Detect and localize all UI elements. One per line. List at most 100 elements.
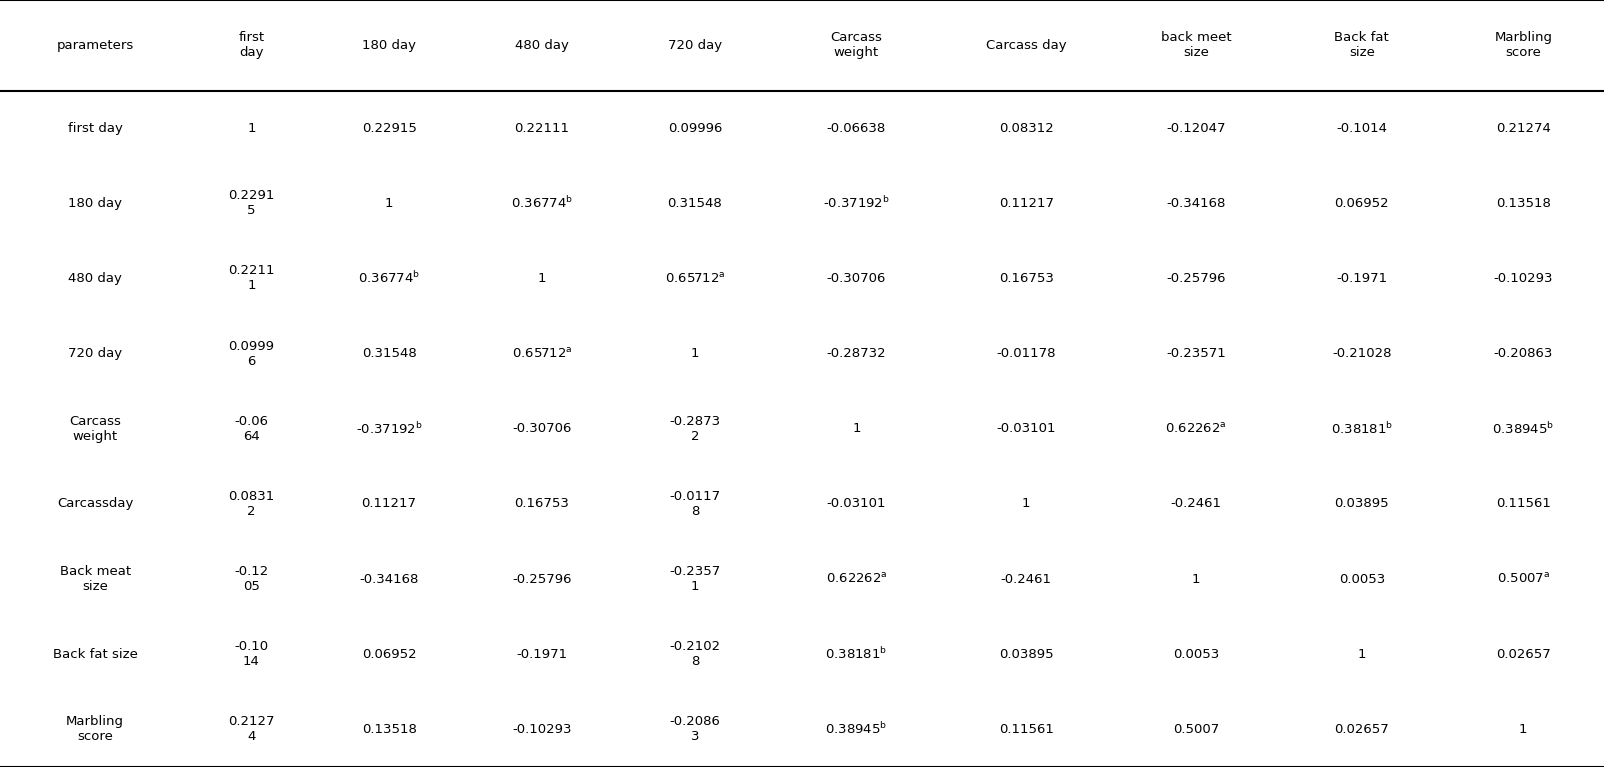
Text: first day: first day — [67, 122, 122, 134]
Text: 0.62262$^{\mathrm{a}}$: 0.62262$^{\mathrm{a}}$ — [1166, 422, 1227, 436]
Text: 0.2211
1: 0.2211 1 — [228, 265, 274, 292]
Text: -0.03101: -0.03101 — [996, 423, 1055, 435]
Text: 1: 1 — [537, 272, 547, 285]
Text: 0.31548: 0.31548 — [363, 347, 417, 360]
Text: -0.28732: -0.28732 — [826, 347, 885, 360]
Text: -0.2357
1: -0.2357 1 — [669, 565, 720, 593]
Text: Carcass day: Carcass day — [986, 39, 1067, 51]
Text: parameters: parameters — [56, 39, 133, 51]
Text: 0.02657: 0.02657 — [1497, 648, 1551, 660]
Text: 0.36774$^{\mathrm{b}}$: 0.36774$^{\mathrm{b}}$ — [358, 271, 420, 286]
Text: -0.1971: -0.1971 — [516, 648, 568, 660]
Text: Carcass
weight: Carcass weight — [69, 415, 120, 443]
Text: 1: 1 — [1519, 723, 1527, 736]
Text: 480 day: 480 day — [69, 272, 122, 285]
Text: 0.38945$^{\mathrm{b}}$: 0.38945$^{\mathrm{b}}$ — [824, 722, 887, 737]
Text: 0.11217: 0.11217 — [999, 197, 1054, 209]
Text: 0.38945$^{\mathrm{b}}$: 0.38945$^{\mathrm{b}}$ — [1492, 421, 1554, 436]
Text: 0.16753: 0.16753 — [999, 272, 1054, 285]
Text: 0.5007: 0.5007 — [1173, 723, 1219, 736]
Text: -0.37192$^{\mathrm{b}}$: -0.37192$^{\mathrm{b}}$ — [823, 196, 890, 211]
Text: 0.62262$^{\mathrm{a}}$: 0.62262$^{\mathrm{a}}$ — [826, 572, 887, 586]
Text: -0.25796: -0.25796 — [1166, 272, 1225, 285]
Text: 180 day: 180 day — [67, 197, 122, 209]
Text: 0.0831
2: 0.0831 2 — [228, 490, 274, 518]
Text: 0.5007$^{\mathrm{a}}$: 0.5007$^{\mathrm{a}}$ — [1497, 572, 1549, 586]
Text: 180 day: 180 day — [363, 39, 415, 51]
Text: -0.10293: -0.10293 — [512, 723, 571, 736]
Text: 0.0053: 0.0053 — [1339, 573, 1384, 585]
Text: 1: 1 — [1357, 648, 1367, 660]
Text: Carcass
weight: Carcass weight — [831, 31, 882, 59]
Text: -0.30706: -0.30706 — [826, 272, 885, 285]
Text: 1: 1 — [1192, 573, 1200, 585]
Text: Back fat size: Back fat size — [53, 648, 138, 660]
Text: -0.34168: -0.34168 — [359, 573, 419, 585]
Text: 0.06952: 0.06952 — [1335, 197, 1389, 209]
Text: -0.37192$^{\mathrm{b}}$: -0.37192$^{\mathrm{b}}$ — [356, 421, 422, 436]
Text: -0.12047: -0.12047 — [1166, 122, 1225, 134]
Text: -0.2086
3: -0.2086 3 — [669, 716, 720, 743]
Text: -0.34168: -0.34168 — [1166, 197, 1225, 209]
Text: -0.1014: -0.1014 — [1336, 122, 1387, 134]
Text: 1: 1 — [852, 423, 861, 435]
Text: 1: 1 — [385, 197, 393, 209]
Text: 0.31548: 0.31548 — [667, 197, 722, 209]
Text: -0.2461: -0.2461 — [1001, 573, 1052, 585]
Text: 0.65712$^{\mathrm{a}}$: 0.65712$^{\mathrm{a}}$ — [512, 347, 573, 360]
Text: first
day: first day — [239, 31, 265, 59]
Text: 1: 1 — [1022, 498, 1030, 510]
Text: 0.11217: 0.11217 — [361, 498, 417, 510]
Text: -0.2873
2: -0.2873 2 — [669, 415, 720, 443]
Text: Back fat
size: Back fat size — [1335, 31, 1389, 59]
Text: 720 day: 720 day — [667, 39, 722, 51]
Text: -0.06
64: -0.06 64 — [234, 415, 268, 443]
Text: -0.03101: -0.03101 — [826, 498, 885, 510]
Text: 0.38181$^{\mathrm{b}}$: 0.38181$^{\mathrm{b}}$ — [1331, 421, 1392, 436]
Text: 720 day: 720 day — [67, 347, 122, 360]
Text: -0.10293: -0.10293 — [1493, 272, 1553, 285]
Text: 0.2127
4: 0.2127 4 — [228, 716, 274, 743]
Text: -0.30706: -0.30706 — [512, 423, 571, 435]
Text: back meet
size: back meet size — [1161, 31, 1232, 59]
Text: 0.2291
5: 0.2291 5 — [228, 189, 274, 217]
Text: 1: 1 — [691, 347, 699, 360]
Text: -0.21028: -0.21028 — [1331, 347, 1392, 360]
Text: 0.02657: 0.02657 — [1335, 723, 1389, 736]
Text: 0.22111: 0.22111 — [515, 122, 569, 134]
Text: 0.16753: 0.16753 — [515, 498, 569, 510]
Text: -0.12
05: -0.12 05 — [234, 565, 268, 593]
Text: -0.25796: -0.25796 — [512, 573, 571, 585]
Text: 0.03895: 0.03895 — [1335, 498, 1389, 510]
Text: 0.11561: 0.11561 — [1497, 498, 1551, 510]
Text: 0.21274: 0.21274 — [1497, 122, 1551, 134]
Text: Back meat
size: Back meat size — [59, 565, 130, 593]
Text: 0.36774$^{\mathrm{b}}$: 0.36774$^{\mathrm{b}}$ — [512, 196, 573, 211]
Text: -0.2461: -0.2461 — [1171, 498, 1222, 510]
Text: -0.1971: -0.1971 — [1336, 272, 1387, 285]
Text: 0.13518: 0.13518 — [1497, 197, 1551, 209]
Text: -0.06638: -0.06638 — [826, 122, 885, 134]
Text: -0.20863: -0.20863 — [1493, 347, 1553, 360]
Text: 0.09996: 0.09996 — [667, 122, 722, 134]
Text: Marbling
score: Marbling score — [1495, 31, 1553, 59]
Text: 480 day: 480 day — [515, 39, 569, 51]
Text: 0.0053: 0.0053 — [1173, 648, 1219, 660]
Text: 0.03895: 0.03895 — [999, 648, 1054, 660]
Text: 0.13518: 0.13518 — [361, 723, 417, 736]
Text: Carcassday: Carcassday — [58, 498, 133, 510]
Text: -0.23571: -0.23571 — [1166, 347, 1225, 360]
Text: -0.10
14: -0.10 14 — [234, 640, 268, 668]
Text: 1: 1 — [247, 122, 255, 134]
Text: 0.65712$^{\mathrm{a}}$: 0.65712$^{\mathrm{a}}$ — [664, 272, 725, 285]
Text: -0.0117
8: -0.0117 8 — [669, 490, 720, 518]
Text: Marbling
score: Marbling score — [66, 716, 124, 743]
Text: -0.2102
8: -0.2102 8 — [669, 640, 720, 668]
Text: -0.01178: -0.01178 — [996, 347, 1055, 360]
Text: 0.11561: 0.11561 — [999, 723, 1054, 736]
Text: 0.22915: 0.22915 — [361, 122, 417, 134]
Text: 0.38181$^{\mathrm{b}}$: 0.38181$^{\mathrm{b}}$ — [824, 647, 887, 662]
Text: 0.06952: 0.06952 — [363, 648, 417, 660]
Text: 0.08312: 0.08312 — [999, 122, 1054, 134]
Text: 0.0999
6: 0.0999 6 — [228, 340, 274, 367]
